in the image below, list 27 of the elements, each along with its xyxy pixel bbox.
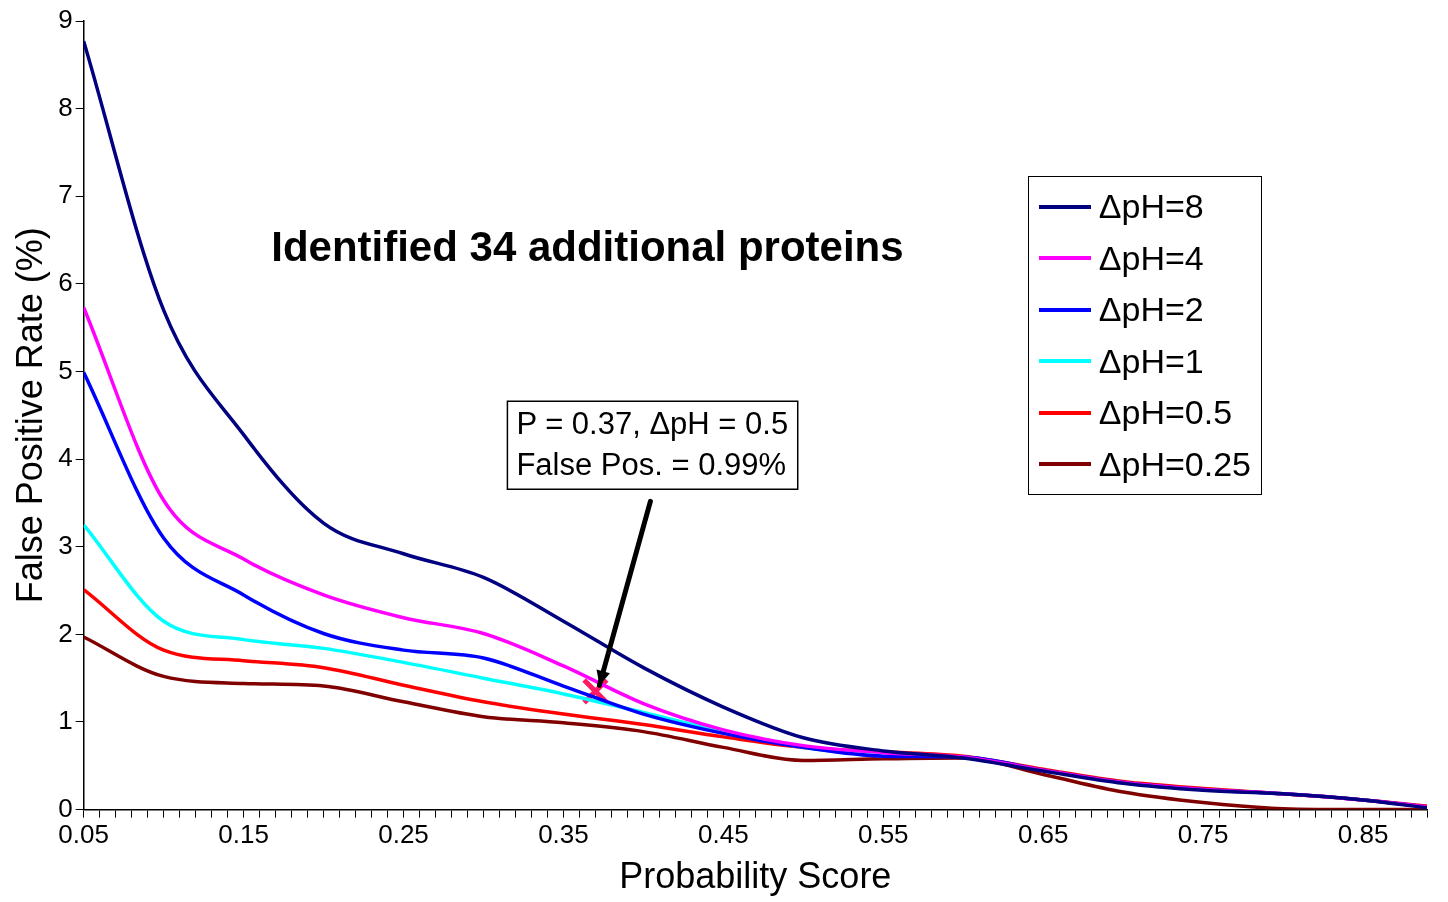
legend-label: ΔpH=8 xyxy=(1098,187,1204,227)
legend-label: ΔpH=1 xyxy=(1098,341,1204,381)
annotation: Identified 34 additional proteins xyxy=(271,223,904,271)
x-tick-label: 0.55 xyxy=(857,819,909,850)
legend-label: ΔpH=4 xyxy=(1098,238,1204,278)
y-tick-label: 9 xyxy=(58,4,73,35)
x-tick-label: 0.45 xyxy=(698,819,749,850)
y-tick-label: 4 xyxy=(58,442,73,473)
annotation: P = 0.37, ΔpH = 0.5 False Pos. = 0.99% xyxy=(516,405,789,482)
y-axis-title: False Positive Rate (%) xyxy=(8,227,50,604)
x-tick-label: 0.65 xyxy=(1017,819,1069,850)
x-tick-label: 0.75 xyxy=(1177,819,1229,850)
y-tick-label: 2 xyxy=(58,617,73,648)
y-tick-label: 1 xyxy=(58,705,73,736)
y-tick-label: 7 xyxy=(58,179,73,210)
legend-label: ΔpH=0.25 xyxy=(1098,444,1251,484)
x-axis-title: Probability Score xyxy=(619,855,892,897)
x-tick-label: 0.25 xyxy=(378,819,429,850)
legend-label: ΔpH=0.5 xyxy=(1098,393,1233,433)
x-tick-label: 0.15 xyxy=(218,819,269,850)
x-tick-label: 0.85 xyxy=(1337,819,1389,850)
legend-label: ΔpH=2 xyxy=(1098,290,1204,330)
x-tick-label: 0.35 xyxy=(538,819,589,850)
y-tick-label: 5 xyxy=(58,354,73,385)
y-tick-label: 6 xyxy=(58,267,73,298)
y-tick-label: 3 xyxy=(58,529,73,560)
y-tick-label: 8 xyxy=(58,91,73,122)
